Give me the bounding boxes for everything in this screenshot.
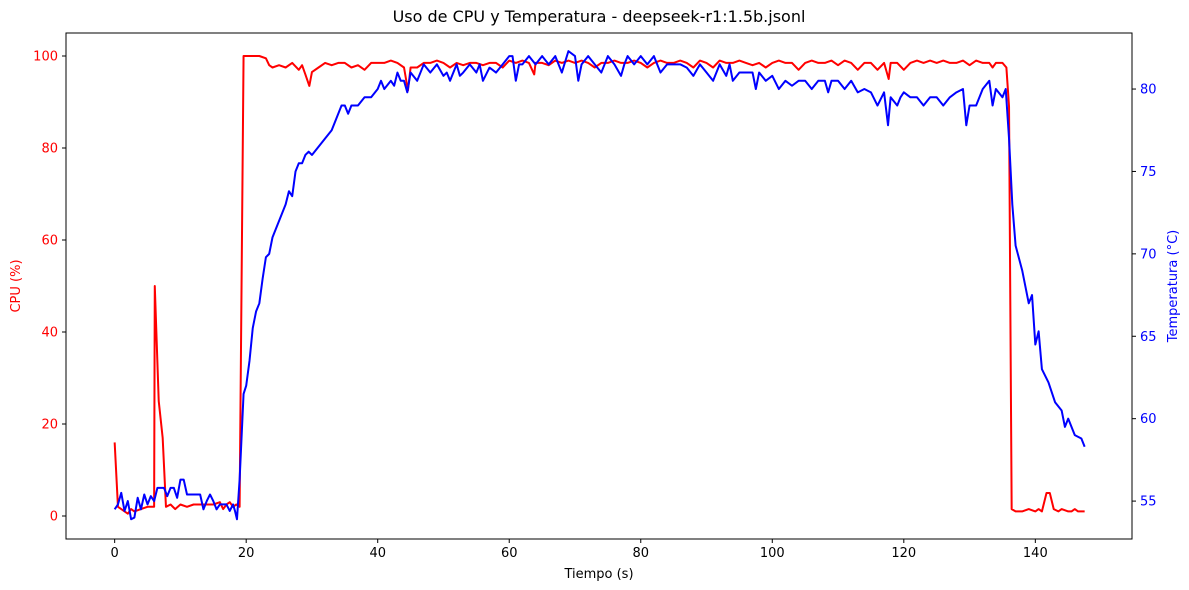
y-left-tick-label: 40 xyxy=(41,326,58,341)
y-right-tick-label: 70 xyxy=(1140,247,1157,262)
chart-title: Uso de CPU y Temperatura - deepseek-r1:1… xyxy=(393,7,806,26)
y-right-tick-label: 55 xyxy=(1140,495,1157,510)
y-left-tick-label: 0 xyxy=(50,510,58,525)
x-tick-label: 60 xyxy=(501,546,518,561)
y-left-tick-label: 20 xyxy=(41,418,58,433)
y-left-tick-label: 60 xyxy=(41,234,58,249)
plot-area xyxy=(113,50,1086,521)
y-axis-left-title: CPU (%) xyxy=(9,259,24,312)
x-tick-label: 40 xyxy=(369,546,386,561)
y-axis-right-title: Temperatura (°C) xyxy=(1166,230,1181,343)
x-tick-label: 20 xyxy=(238,546,255,561)
y-right-tick-label: 75 xyxy=(1140,165,1157,180)
y-right-tick-label: 60 xyxy=(1140,412,1157,427)
cpu-series-line xyxy=(113,55,1085,515)
x-axis: 0 20 40 60 80 100 120 140 xyxy=(111,539,1048,561)
x-tick-label: 120 xyxy=(891,546,916,561)
temperature-series-line xyxy=(113,50,1086,521)
x-tick-label: 100 xyxy=(760,546,785,561)
x-axis-title: Tiempo (s) xyxy=(563,567,633,582)
y-left-tick-label: 80 xyxy=(41,142,58,157)
x-tick-label: 140 xyxy=(1023,546,1048,561)
axes-frame xyxy=(65,32,1133,540)
y-axis-left: 0 20 40 60 80 100 xyxy=(33,50,66,525)
x-tick-label: 0 xyxy=(111,546,119,561)
y-axis-right: 55 60 65 70 75 80 xyxy=(1132,83,1157,510)
y-right-tick-label: 80 xyxy=(1140,83,1157,98)
y-left-tick-label: 100 xyxy=(33,50,58,65)
x-tick-label: 80 xyxy=(632,546,649,561)
y-right-tick-label: 65 xyxy=(1140,330,1157,345)
